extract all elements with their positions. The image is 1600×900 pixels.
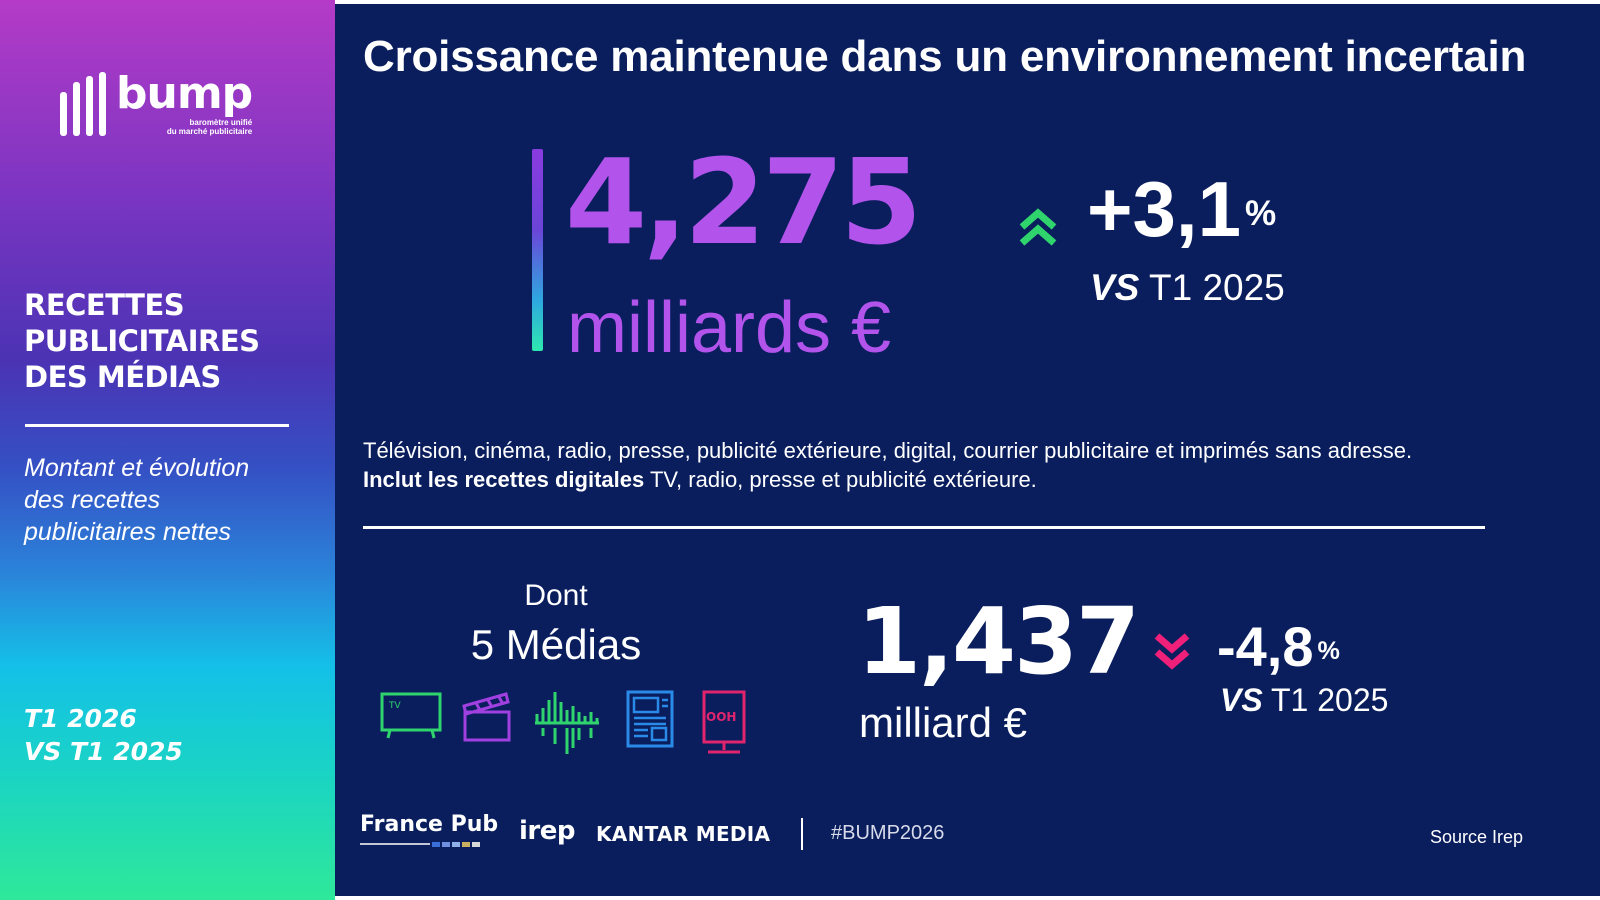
sidebar-title: RECETTES PUBLICITAIRES DES MÉDIAS	[24, 288, 260, 394]
sidebar-description: Montant et évolution des recettes public…	[24, 454, 250, 546]
newspaper-icon	[626, 690, 674, 748]
scope-description: Télévision, cinéma, radio, presse, publi…	[363, 438, 1413, 492]
tv-icon: TV	[380, 692, 442, 739]
kantar-media-logo: KANTAR MEDIA	[596, 822, 771, 846]
ooh-billboard-icon: OOH	[702, 690, 746, 754]
bump-logo: bump baromètre unifié du marché publicit…	[60, 68, 253, 136]
sidebar: bump baromètre unifié du marché publicit…	[0, 0, 335, 900]
hashtag: #BUMP2026	[831, 822, 945, 844]
total-variation: +3,1%	[1087, 165, 1277, 253]
media-icons: TV	[380, 690, 760, 762]
five-media-prefix: Dont	[524, 579, 588, 612]
svg-text:OOH: OOH	[706, 710, 736, 724]
accent-bar	[532, 149, 543, 351]
bump-bars-icon	[60, 72, 106, 136]
double-chevron-up-icon	[1019, 208, 1057, 246]
total-value: 4,275	[565, 133, 922, 271]
logo-subtitle: baromètre unifié du marché publicitaire	[166, 118, 253, 136]
five-media-label: 5 Médias	[470, 621, 642, 668]
france-pub-logo: France Pub	[360, 812, 499, 837]
sidebar-period: T1 2026 VS T1 2025	[24, 704, 183, 766]
total-unit: milliards €	[567, 288, 892, 368]
section-divider	[363, 526, 1485, 529]
source-note: Source Irep	[1430, 827, 1524, 847]
double-chevron-down-icon	[1154, 633, 1190, 670]
france-pub-underline	[360, 842, 480, 847]
irep-logo: irep	[519, 816, 575, 846]
main-panel: Croissance maintenue dans un environneme…	[335, 4, 1600, 896]
logo-word: bump	[116, 68, 253, 119]
clapperboard-icon	[462, 692, 511, 742]
page-title: Croissance maintenue dans un environneme…	[363, 32, 1527, 81]
svg-text:TV: TV	[388, 701, 401, 711]
five-media-value: 1,437	[857, 588, 1140, 695]
five-media-unit: milliard €	[859, 699, 1028, 746]
total-comparison: VS T1 2025	[1090, 267, 1285, 308]
five-media-variation: -4,8%	[1217, 615, 1340, 678]
five-media-comparison: VS T1 2025	[1220, 682, 1389, 718]
sidebar-divider	[25, 424, 289, 427]
radio-wave-icon	[535, 692, 599, 754]
footer-separator	[801, 818, 803, 850]
